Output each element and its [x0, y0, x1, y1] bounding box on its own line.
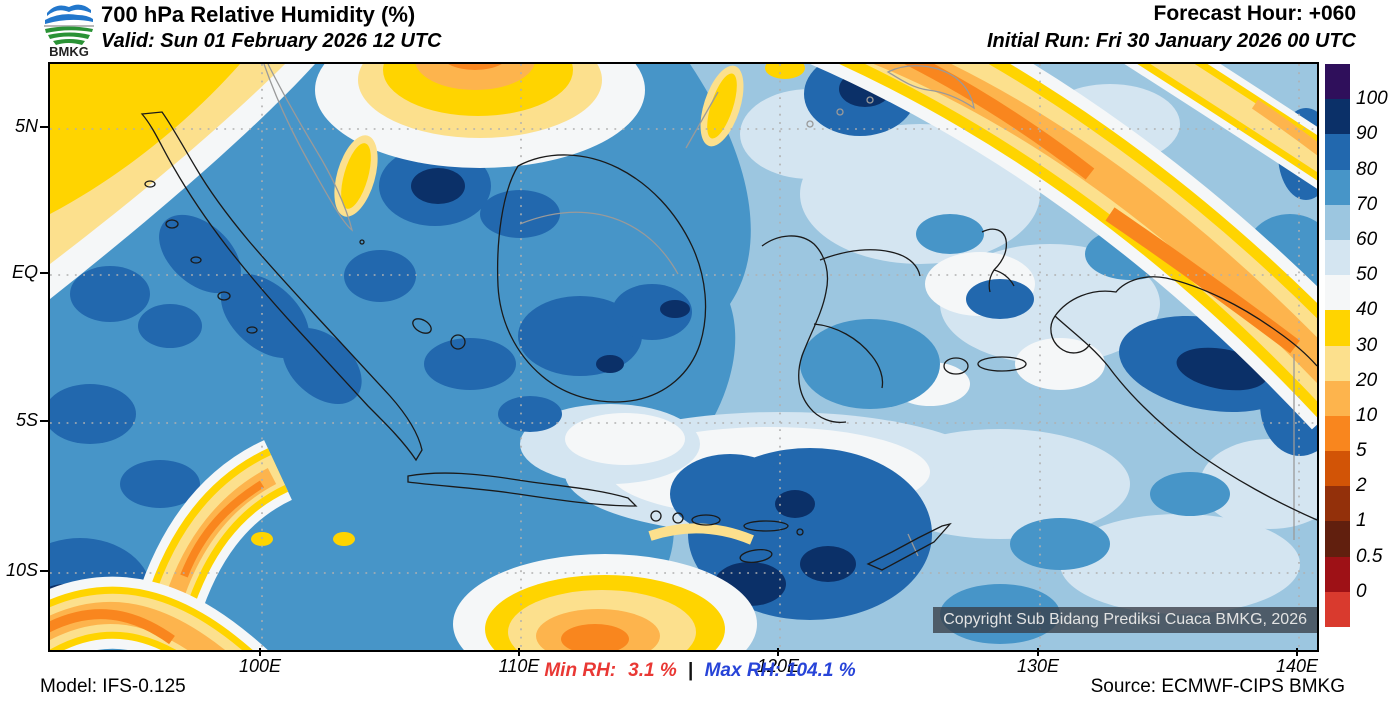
bmkg-logo: BMKG — [44, 4, 94, 57]
colorbar-swatch — [1325, 451, 1350, 487]
model-label: Model: IFS-0.125 — [40, 676, 186, 697]
minmax-separator: | — [688, 660, 694, 681]
colorbar-swatch — [1325, 134, 1350, 170]
colorbar-label: 30 — [1356, 334, 1378, 356]
colorbar-label: 40 — [1356, 299, 1378, 321]
colorbar-label: 50 — [1356, 264, 1378, 286]
colorbar-swatch — [1325, 521, 1350, 557]
foreign-coastlines — [263, 64, 1295, 557]
lat-label: EQ — [11, 262, 38, 282]
colorbar-label: 60 — [1356, 228, 1378, 250]
lat-tick — [40, 420, 48, 422]
max-rh-label: Max RH: — [704, 660, 781, 681]
colorbar-swatch — [1325, 310, 1350, 346]
bmkg-logo-text: BMKG — [49, 44, 89, 57]
valid-time: Valid: Sun 01 February 2026 12 UTC — [101, 30, 442, 52]
colorbar-swatch — [1325, 556, 1350, 592]
lat-label: 5S — [15, 410, 38, 430]
lat-tick — [40, 272, 48, 274]
min-rh-value: 3.1 % — [628, 660, 677, 681]
colorbar-swatch — [1325, 64, 1350, 100]
colorbar-labels: 100 90 80 70 60 50 40 30 20 10 5 2 1 0.5 0 — [1356, 64, 1400, 627]
min-rh-label: Min RH: — [544, 660, 617, 681]
bmkg-logo-cloud-icon — [44, 4, 94, 27]
colorbar-label: 80 — [1356, 158, 1378, 180]
max-rh-value: 104.1 % — [785, 660, 856, 681]
colorbar-swatch — [1325, 345, 1350, 381]
humidity-contour-map — [50, 64, 1317, 650]
forecast-hour: Forecast Hour: +060 — [1153, 2, 1357, 25]
colorbar-label: 5 — [1356, 440, 1367, 462]
colorbar-label: 20 — [1356, 369, 1378, 391]
lat-label: 5N — [14, 116, 38, 136]
lat-tick — [40, 126, 48, 128]
colorbar-swatch — [1325, 591, 1350, 627]
copyright-overlay: Copyright Sub Bidang Prediksi Cuaca BMKG… — [933, 607, 1317, 633]
colorbar — [1325, 64, 1350, 627]
colorbar-swatch — [1325, 275, 1350, 311]
bmkg-logo-earth-icon — [45, 26, 93, 45]
colorbar-swatch — [1325, 415, 1350, 452]
initial-run: Initial Run: Fri 30 January 2026 00 UTC — [986, 30, 1356, 52]
lat-label: 10S — [5, 560, 38, 580]
map-panel: Copyright Sub Bidang Prediksi Cuaca BMKG… — [48, 62, 1319, 652]
colorbar-label: 70 — [1356, 193, 1378, 215]
colorbar-swatch — [1325, 169, 1350, 205]
colorbar-label: 100 — [1356, 88, 1388, 110]
colorbar-label: 1 — [1356, 510, 1367, 532]
colorbar-label: 0 — [1356, 580, 1367, 602]
minmax-line: Min RH: 3.1 % | Max RH: 104.1 % — [0, 660, 1400, 682]
lat-tick — [40, 570, 48, 572]
colorbar-swatch — [1325, 204, 1350, 240]
colorbar-swatch — [1325, 380, 1350, 416]
source-label: Source: ECMWF-CIPS BMKG — [1090, 676, 1345, 697]
indonesia-coastlines — [140, 111, 1317, 571]
page-title: 700 hPa Relative Humidity (%) — [101, 2, 416, 27]
colorbar-swatch — [1325, 99, 1350, 135]
colorbar-swatch — [1325, 486, 1350, 522]
colorbar-label: 2 — [1356, 475, 1367, 497]
colorbar-swatch — [1325, 239, 1350, 276]
colorbar-label: 0.5 — [1356, 545, 1383, 567]
colorbar-label: 10 — [1356, 404, 1378, 426]
colorbar-label: 90 — [1356, 123, 1378, 145]
gridlines — [50, 64, 1317, 650]
